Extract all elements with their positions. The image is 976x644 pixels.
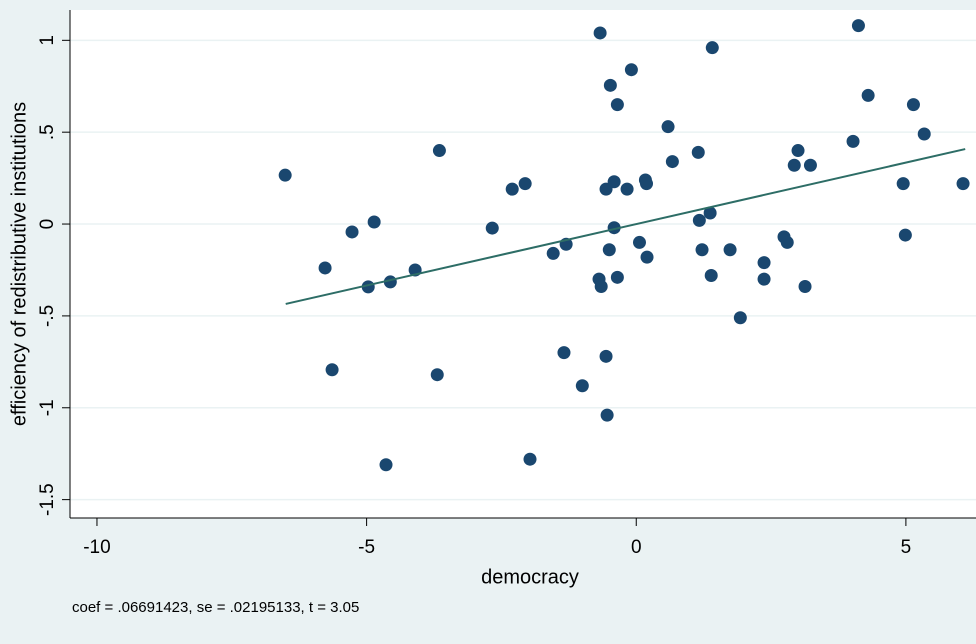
point (575, 379, 589, 393)
point (723, 243, 737, 257)
point (607, 175, 621, 189)
plot-region (70, 10, 976, 518)
point (546, 246, 560, 260)
point (640, 250, 654, 264)
fit-line (285, 148, 966, 305)
point (518, 177, 532, 191)
point (896, 177, 910, 191)
y-tick-label: .5 (37, 124, 58, 140)
y-tick-label: 1 (37, 35, 58, 46)
point (599, 349, 613, 363)
point (379, 458, 393, 472)
point (692, 213, 706, 227)
point (602, 243, 616, 257)
y-tick-label: -.5 (37, 305, 58, 327)
point (704, 268, 718, 282)
point (632, 235, 646, 249)
point (695, 243, 709, 257)
point (620, 182, 634, 196)
point (703, 206, 717, 220)
point (803, 158, 817, 172)
point (318, 261, 332, 275)
point (798, 280, 812, 294)
point (661, 120, 675, 134)
point (733, 311, 747, 325)
y-tick-label: -1.5 (37, 483, 58, 516)
point (956, 177, 970, 191)
point (432, 144, 446, 158)
point (523, 452, 537, 466)
point (607, 221, 621, 235)
point (505, 182, 519, 196)
point (787, 158, 801, 172)
x-tick-label: -5 (358, 537, 375, 558)
point (639, 177, 653, 191)
x-tick-label: 0 (631, 537, 642, 558)
point (757, 272, 771, 286)
point (278, 168, 292, 182)
y-tick-label: -1 (37, 399, 58, 416)
point (846, 134, 860, 148)
x-axis-title: democracy (481, 566, 579, 588)
point (906, 98, 920, 112)
point (593, 26, 607, 40)
point (917, 127, 931, 141)
point (791, 144, 805, 158)
point (594, 280, 608, 294)
point (600, 408, 614, 422)
point (757, 256, 771, 270)
point (610, 98, 624, 112)
point (851, 19, 865, 33)
point (780, 235, 794, 249)
note: coef = .06691423, se = .02195133, t = 3.… (72, 599, 359, 616)
point (485, 221, 499, 235)
point (557, 346, 571, 360)
point (624, 63, 638, 77)
point (861, 88, 875, 102)
y-axis-title: efficiency of redistributive institution… (8, 102, 30, 426)
point (665, 155, 679, 169)
point (325, 363, 339, 377)
point (705, 41, 719, 55)
point (603, 78, 617, 92)
point (367, 215, 381, 229)
x-tick-label: -10 (83, 537, 110, 558)
point (610, 270, 624, 284)
x-tick-label: 5 (901, 537, 912, 558)
y-tick-label: 0 (37, 219, 58, 230)
point (345, 225, 359, 239)
point (691, 145, 705, 159)
point (898, 228, 912, 242)
point (430, 368, 444, 382)
